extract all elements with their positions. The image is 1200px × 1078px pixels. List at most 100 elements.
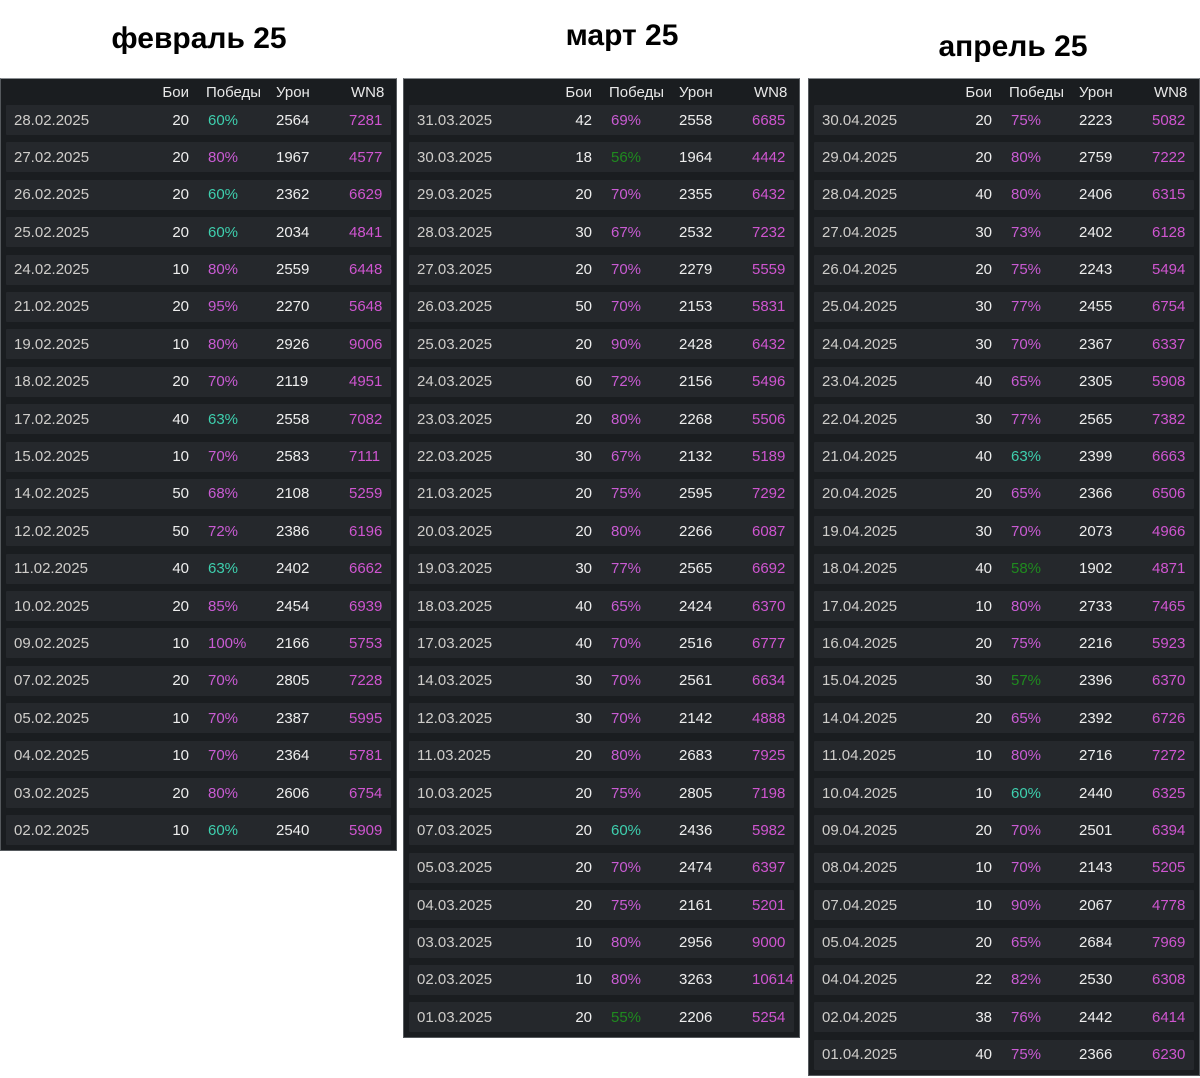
stats-row[interactable]: 01.03.2025 20 55% 2206 5254	[409, 1002, 794, 1033]
stats-row[interactable]: 28.02.2025 20 60% 2564 7281	[6, 105, 391, 135]
stats-row[interactable]: 05.02.2025 10 70% 2387 5995	[6, 703, 391, 734]
stats-row[interactable]: 17.03.2025 40 70% 2516 6777	[409, 628, 794, 659]
stats-row[interactable]: 30.04.2025 20 75% 2223 5082	[814, 105, 1194, 135]
stats-row[interactable]: 24.03.2025 60 72% 2156 5496	[409, 366, 794, 397]
stats-row[interactable]: 18.04.2025 40 58% 1902 4871	[814, 553, 1194, 584]
stats-row[interactable]: 21.02.2025 20 95% 2270 5648	[6, 291, 391, 322]
damage-cell: 2243	[1079, 261, 1113, 279]
date-cell: 23.03.2025	[417, 410, 493, 428]
stats-row[interactable]: 08.04.2025 10 70% 2143 5205	[814, 852, 1194, 883]
stats-row[interactable]: 03.03.2025 10 80% 2956 9000	[409, 927, 794, 958]
wins-cell: 63%	[208, 560, 239, 578]
wn8-cell: 4442	[752, 148, 786, 166]
stats-row[interactable]: 01.04.2025 40 75% 2366 6230	[814, 1039, 1194, 1070]
damage-cell: 2355	[679, 186, 713, 204]
stats-row[interactable]: 26.02.2025 20 60% 2362 6629	[6, 179, 391, 210]
wn8-cell: 6726	[1152, 709, 1186, 727]
stats-row[interactable]: 07.03.2025 20 60% 2436 5982	[409, 815, 794, 846]
battles-cell: 30	[975, 223, 992, 241]
stats-row[interactable]: 26.03.2025 50 70% 2153 5831	[409, 291, 794, 322]
stats-row[interactable]: 10.03.2025 20 75% 2805 7198	[409, 778, 794, 809]
wn8-cell: 4577	[349, 148, 383, 166]
stats-row[interactable]: 22.03.2025 30 67% 2132 5189	[409, 441, 794, 472]
stats-row[interactable]: 25.04.2025 30 77% 2455 6754	[814, 291, 1194, 322]
stats-row[interactable]: 21.04.2025 40 63% 2399 6663	[814, 441, 1194, 472]
stats-row[interactable]: 19.04.2025 30 70% 2073 4966	[814, 516, 1194, 547]
wn8-cell: 7925	[752, 747, 786, 765]
wins-cell: 77%	[1011, 298, 1042, 316]
stats-row[interactable]: 04.02.2025 10 70% 2364 5781	[6, 740, 391, 771]
stats-row[interactable]: 19.02.2025 10 80% 2926 9006	[6, 329, 391, 360]
stats-row[interactable]: 24.02.2025 10 80% 2559 6448	[6, 254, 391, 285]
stats-row[interactable]: 31.03.2025 42 69% 2558 6685	[409, 105, 794, 135]
stats-row[interactable]: 02.03.2025 10 80% 3263 10614	[409, 964, 794, 995]
stats-row[interactable]: 17.02.2025 40 63% 2558 7082	[6, 404, 391, 435]
stats-row[interactable]: 04.04.2025 22 82% 2530 6308	[814, 964, 1194, 995]
stats-row[interactable]: 14.04.2025 20 65% 2392 6726	[814, 703, 1194, 734]
stats-row[interactable]: 16.04.2025 20 75% 2216 5923	[814, 628, 1194, 659]
wn8-cell: 6370	[1152, 672, 1186, 690]
battles-cell: 10	[172, 634, 189, 652]
stats-row[interactable]: 24.04.2025 30 70% 2367 6337	[814, 329, 1194, 360]
wins-cell: 80%	[1011, 747, 1042, 765]
damage-cell: 2606	[276, 784, 310, 802]
date-cell: 03.03.2025	[417, 934, 493, 952]
stats-row[interactable]: 28.04.2025 40 80% 2406 6315	[814, 179, 1194, 210]
stats-row[interactable]: 28.03.2025 30 67% 2532 7232	[409, 217, 794, 248]
stats-row[interactable]: 30.03.2025 18 56% 1964 4442	[409, 142, 794, 173]
stats-row[interactable]: 03.02.2025 20 80% 2606 6754	[6, 778, 391, 809]
stats-row[interactable]: 18.02.2025 20 70% 2119 4951	[6, 366, 391, 397]
stats-row[interactable]: 23.03.2025 20 80% 2268 5506	[409, 404, 794, 435]
stats-row[interactable]: 12.03.2025 30 70% 2142 4888	[409, 703, 794, 734]
stats-row[interactable]: 07.02.2025 20 70% 2805 7228	[6, 665, 391, 696]
stats-row[interactable]: 19.03.2025 30 77% 2565 6692	[409, 553, 794, 584]
stats-row[interactable]: 07.04.2025 10 90% 2067 4778	[814, 890, 1194, 921]
date-cell: 19.04.2025	[822, 522, 898, 540]
stats-row[interactable]: 11.02.2025 40 63% 2402 6662	[6, 553, 391, 584]
stats-row[interactable]: 15.02.2025 10 70% 2583 7111	[6, 441, 391, 472]
stats-row[interactable]: 26.04.2025 20 75% 2243 5494	[814, 254, 1194, 285]
stats-row[interactable]: 09.04.2025 20 70% 2501 6394	[814, 815, 1194, 846]
stats-row[interactable]: 11.04.2025 10 80% 2716 7272	[814, 740, 1194, 771]
stats-row[interactable]: 29.04.2025 20 80% 2759 7222	[814, 142, 1194, 173]
wins-cell: 70%	[611, 186, 642, 204]
stats-row[interactable]: 25.02.2025 20 60% 2034 4841	[6, 217, 391, 248]
date-cell: 02.03.2025	[417, 971, 493, 989]
stats-row[interactable]: 11.03.2025 20 80% 2683 7925	[409, 740, 794, 771]
wn8-cell: 5506	[752, 410, 786, 428]
stats-row[interactable]: 21.03.2025 20 75% 2595 7292	[409, 478, 794, 509]
stats-row[interactable]: 20.03.2025 20 80% 2266 6087	[409, 516, 794, 547]
stats-row[interactable]: 23.04.2025 40 65% 2305 5908	[814, 366, 1194, 397]
stats-row[interactable]: 27.03.2025 20 70% 2279 5559	[409, 254, 794, 285]
stats-row[interactable]: 02.02.2025 10 60% 2540 5909	[6, 815, 391, 846]
wn8-cell: 6337	[1152, 335, 1186, 353]
stats-row[interactable]: 29.03.2025 20 70% 2355 6432	[409, 179, 794, 210]
column-header-damage: Урон	[276, 83, 310, 101]
stats-row[interactable]: 15.04.2025 30 57% 2396 6370	[814, 665, 1194, 696]
battles-cell: 60	[575, 373, 592, 391]
stats-row[interactable]: 27.02.2025 20 80% 1967 4577	[6, 142, 391, 173]
stats-row[interactable]: 25.03.2025 20 90% 2428 6432	[409, 329, 794, 360]
wins-cell: 63%	[1011, 448, 1042, 466]
stats-row[interactable]: 12.02.2025 50 72% 2386 6196	[6, 516, 391, 547]
wn8-cell: 5201	[752, 896, 786, 914]
wins-cell: 70%	[208, 747, 239, 765]
stats-row[interactable]: 17.04.2025 10 80% 2733 7465	[814, 591, 1194, 622]
stats-row[interactable]: 18.03.2025 40 65% 2424 6370	[409, 591, 794, 622]
stats-row[interactable]: 05.03.2025 20 70% 2474 6397	[409, 852, 794, 883]
stats-row[interactable]: 10.02.2025 20 85% 2454 6939	[6, 591, 391, 622]
stats-row[interactable]: 22.04.2025 30 77% 2565 7382	[814, 404, 1194, 435]
damage-cell: 2161	[679, 896, 713, 914]
stats-row[interactable]: 20.04.2025 20 65% 2366 6506	[814, 478, 1194, 509]
damage-cell: 2223	[1079, 111, 1113, 129]
wn8-cell: 6754	[1152, 298, 1186, 316]
stats-row[interactable]: 14.02.2025 50 68% 2108 5259	[6, 478, 391, 509]
stats-row[interactable]: 04.03.2025 20 75% 2161 5201	[409, 890, 794, 921]
stats-row[interactable]: 27.04.2025 30 73% 2402 6128	[814, 217, 1194, 248]
stats-row[interactable]: 02.04.2025 38 76% 2442 6414	[814, 1002, 1194, 1033]
stats-row[interactable]: 09.02.2025 10 100% 2166 5753	[6, 628, 391, 659]
stats-row[interactable]: 10.04.2025 10 60% 2440 6325	[814, 778, 1194, 809]
stats-row[interactable]: 14.03.2025 30 70% 2561 6634	[409, 665, 794, 696]
stats-row[interactable]: 05.04.2025 20 65% 2684 7969	[814, 927, 1194, 958]
wn8-cell: 6230	[1152, 1046, 1186, 1064]
